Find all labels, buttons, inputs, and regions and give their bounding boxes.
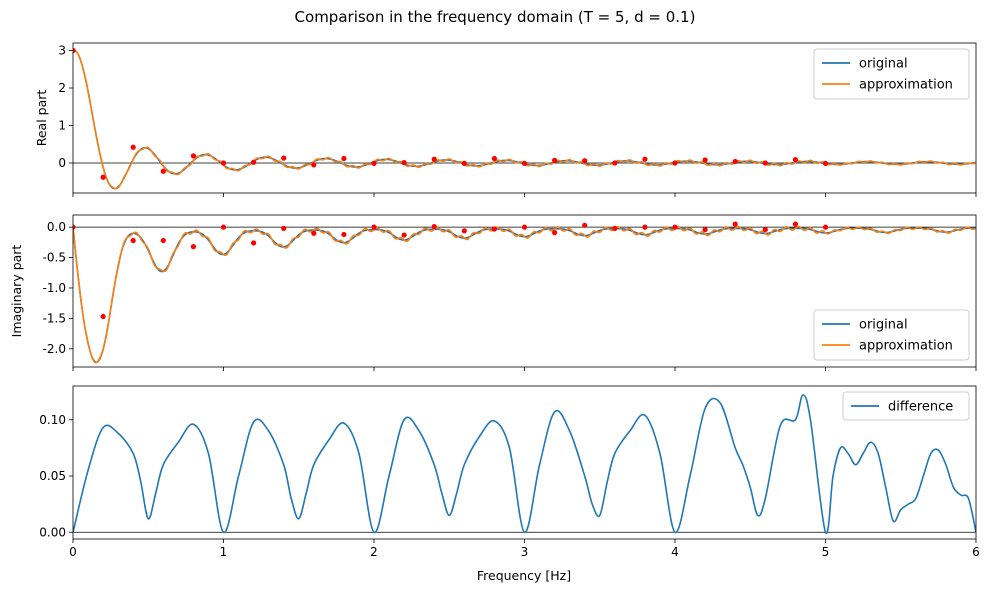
sample-point — [582, 158, 588, 164]
y-tick-label: 0.10 — [39, 413, 66, 427]
legend-box — [813, 309, 970, 361]
sample-point — [130, 237, 136, 244]
legend: original approximation — [813, 309, 970, 361]
sample-point — [341, 155, 347, 162]
legend: original approximation — [813, 48, 970, 100]
subplot-2: 0.0 -0.5 -1.0 -1.5 -2.0 Imaginary part origina… — [9, 214, 977, 371]
y-tick-label: 1 — [58, 119, 66, 133]
sample-point — [311, 162, 317, 168]
y-axis-label: Real part — [34, 90, 49, 147]
sample-point — [702, 226, 708, 233]
sample-point — [281, 225, 287, 231]
sample-point — [371, 160, 377, 166]
sample-point — [461, 160, 467, 166]
sample-point — [401, 160, 407, 166]
sample-point — [220, 160, 227, 166]
sample-point — [281, 155, 287, 161]
x-tick-label: 5 — [822, 545, 830, 559]
legend-label: original — [859, 57, 908, 72]
x-tick-label: 1 — [220, 545, 228, 559]
legend-label: difference — [888, 400, 953, 415]
sample-point — [431, 223, 437, 230]
sample-point — [251, 159, 257, 165]
y-tick-label: 0 — [58, 156, 66, 170]
sample-point — [190, 153, 196, 159]
sample-point — [73, 224, 76, 230]
sample-point — [461, 228, 467, 234]
sample-point — [491, 226, 497, 232]
legend-label: approximation — [859, 339, 953, 354]
sample-point — [160, 168, 166, 174]
legend-label: approximation — [859, 78, 953, 93]
sample-point — [220, 224, 227, 230]
legend: difference — [842, 391, 970, 421]
sample-point — [672, 224, 678, 230]
y-tick-label: -0.5 — [43, 251, 66, 265]
curves — [73, 47, 976, 190]
sample-point — [582, 222, 588, 228]
sample-point — [100, 313, 106, 320]
sample-point — [431, 156, 437, 162]
y-tick-label: -1.0 — [43, 281, 66, 295]
curves — [73, 394, 976, 535]
sample-point — [822, 160, 829, 166]
sample-point — [190, 244, 196, 250]
sample-point — [521, 160, 528, 166]
y-tick-label: -1.5 — [43, 311, 66, 325]
sample-point — [732, 158, 738, 165]
y-tick-label: -2.0 — [43, 342, 66, 356]
subplot-3: 0 1 2 3 4 5 6 0.10 0.05 0.00 difference — [39, 385, 980, 559]
sample-point — [491, 155, 497, 162]
subplots-container: 3 2 1 0 Real part original approximation 0.0 -0.… — [9, 42, 980, 559]
y-tick-label: 0.00 — [39, 525, 66, 539]
x-tick-label: 4 — [671, 545, 679, 559]
legend-label: original — [859, 318, 908, 333]
sample-point — [762, 226, 768, 233]
series-approximation — [73, 225, 976, 364]
sample-point — [371, 224, 377, 230]
sample-point — [762, 160, 768, 166]
y-tick-label: 0.05 — [39, 469, 66, 483]
sample-point — [130, 144, 136, 150]
sample-point — [401, 232, 407, 238]
sample-point — [73, 47, 76, 54]
series-difference — [73, 394, 976, 535]
x-axis-label: Frequency [Hz] — [477, 568, 571, 583]
subplot-1: 3 2 1 0 Real part original approximation — [34, 42, 977, 197]
axes-frame — [72, 385, 977, 540]
sample-point — [702, 157, 708, 163]
y-tick-label: 2 — [58, 81, 66, 95]
sample-point — [552, 230, 558, 236]
sample-point — [100, 174, 106, 180]
sample-point — [792, 157, 799, 163]
sample-point — [642, 156, 648, 162]
sample-point — [341, 231, 347, 238]
sample-point — [521, 224, 528, 230]
sample-point — [311, 230, 317, 236]
x-tick-label: 2 — [370, 545, 378, 559]
sample-point — [612, 225, 618, 231]
legend-box — [842, 391, 970, 421]
sample-point — [792, 221, 799, 227]
y-tick-label: 0.0 — [47, 220, 66, 234]
x-tick-label: 3 — [521, 545, 529, 559]
x-tick-label: 0 — [69, 545, 77, 559]
sample-point — [160, 237, 166, 244]
sample-point — [251, 240, 257, 246]
y-tick-label: 3 — [58, 44, 66, 58]
sample-point — [672, 160, 678, 166]
sample-point — [732, 221, 738, 227]
y-axis-label: Imaginary part — [9, 245, 24, 338]
x-tick-label: 6 — [972, 545, 980, 559]
curves — [73, 221, 976, 364]
sample-point — [612, 160, 618, 166]
legend-box — [813, 48, 970, 100]
sample-point — [552, 157, 558, 163]
figure-title: Comparison in the frequency domain (T = … — [295, 8, 696, 26]
sample-point — [642, 224, 648, 230]
sample-point — [822, 224, 829, 230]
